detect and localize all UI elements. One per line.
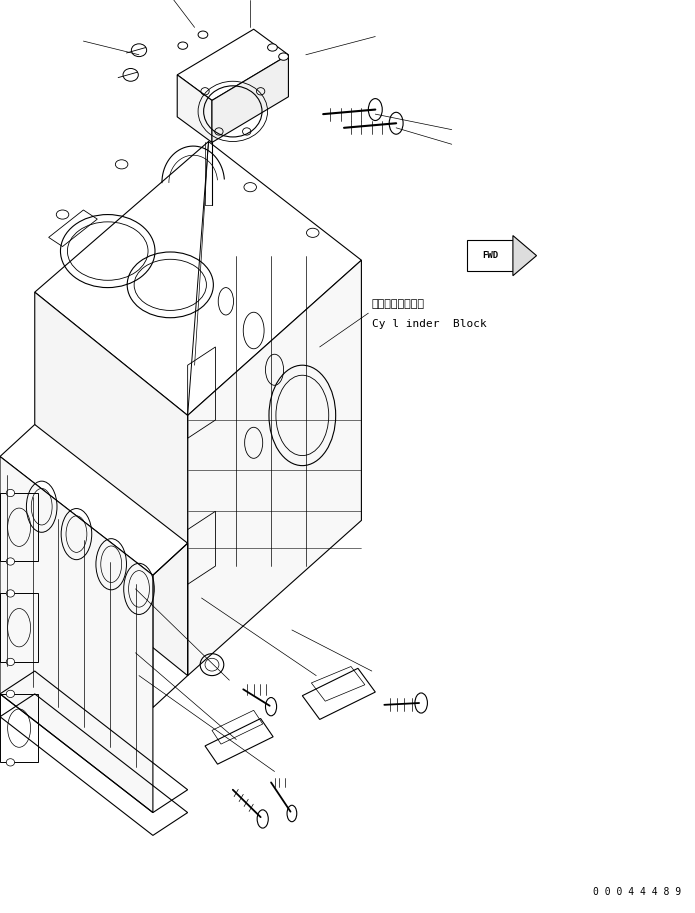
Polygon shape	[177, 29, 288, 100]
Ellipse shape	[6, 558, 15, 565]
Polygon shape	[35, 292, 188, 676]
Polygon shape	[188, 260, 361, 676]
Ellipse shape	[6, 590, 15, 597]
Bar	[0, 493, 38, 561]
Polygon shape	[302, 668, 375, 719]
Ellipse shape	[265, 698, 277, 716]
Text: Cy l inder  Block: Cy l inder Block	[372, 320, 486, 329]
Ellipse shape	[415, 693, 427, 713]
Ellipse shape	[389, 112, 403, 134]
Text: シリンダブロック: シリンダブロック	[372, 299, 425, 309]
Ellipse shape	[368, 99, 382, 121]
Ellipse shape	[6, 759, 15, 766]
Polygon shape	[212, 55, 288, 142]
Text: 0 0 0 4 4 4 8 9: 0 0 0 4 4 4 8 9	[593, 887, 681, 897]
Polygon shape	[467, 240, 513, 271]
Polygon shape	[513, 236, 537, 276]
Polygon shape	[0, 456, 153, 813]
Ellipse shape	[6, 690, 15, 698]
Polygon shape	[0, 425, 188, 575]
Ellipse shape	[178, 42, 188, 49]
Bar	[0, 694, 38, 762]
Ellipse shape	[198, 31, 208, 38]
Ellipse shape	[257, 810, 268, 828]
Polygon shape	[205, 719, 273, 764]
Ellipse shape	[287, 805, 297, 822]
Bar	[0, 593, 38, 662]
Ellipse shape	[279, 53, 288, 60]
Ellipse shape	[6, 658, 15, 666]
Ellipse shape	[268, 44, 277, 51]
Text: FWD: FWD	[482, 251, 498, 260]
Polygon shape	[35, 142, 361, 415]
Polygon shape	[177, 75, 212, 142]
Ellipse shape	[6, 489, 15, 497]
